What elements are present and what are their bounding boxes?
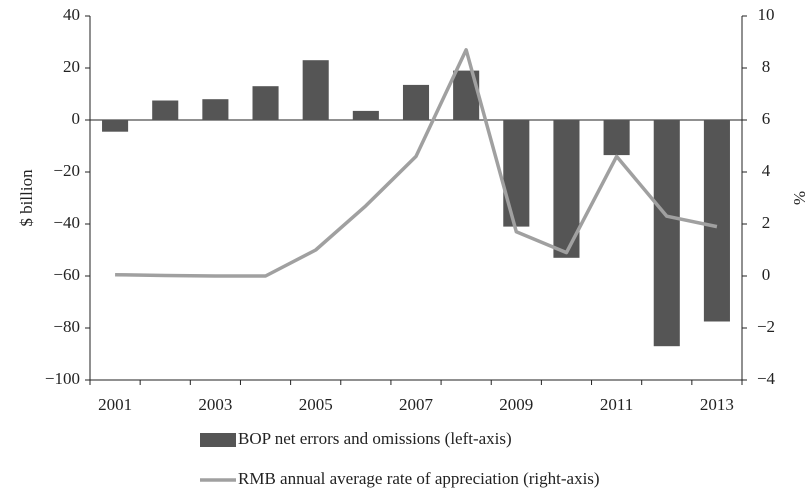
y-tick-label: 0 — [72, 109, 81, 128]
y-tick-label: 20 — [63, 57, 80, 76]
x-tick-label: 2007 — [399, 395, 434, 414]
y2-axis-label: % — [790, 191, 807, 205]
y2-tick-label: 10 — [758, 5, 775, 24]
legend-swatch — [200, 433, 236, 447]
y2-tick-label: −2 — [757, 317, 775, 336]
bar — [102, 120, 129, 132]
x-tick-label: 2003 — [198, 395, 232, 414]
y-tick-label: −60 — [53, 265, 80, 284]
bar — [603, 120, 630, 156]
legend-label: RMB annual average rate of appreciation … — [238, 469, 600, 488]
y2-tick-label: 0 — [762, 265, 771, 284]
bar — [152, 100, 179, 120]
bar — [202, 99, 229, 120]
y-tick-label: −100 — [45, 369, 80, 388]
bar — [402, 84, 430, 120]
y-axis-label: $ billion — [17, 169, 36, 227]
x-tick-label: 2005 — [299, 395, 333, 414]
x-tick-label: 2001 — [98, 395, 132, 414]
bar — [352, 110, 379, 120]
y2-tick-label: 8 — [762, 57, 771, 76]
bar — [252, 86, 279, 120]
legend-label: BOP net errors and omissions (left-axis) — [238, 429, 512, 448]
y2-tick-label: 4 — [762, 161, 771, 180]
y2-tick-label: 2 — [762, 213, 771, 232]
bar — [503, 120, 530, 227]
bar — [653, 120, 680, 347]
bar — [703, 120, 730, 322]
line — [115, 48, 718, 278]
y-tick-label: −20 — [53, 161, 80, 180]
y-tick-label: −80 — [53, 317, 80, 336]
x-tick-label: 2009 — [499, 395, 533, 414]
y2-tick-label: −4 — [757, 369, 776, 388]
y-tick-label: −40 — [53, 213, 80, 232]
x-tick-label: 2011 — [600, 395, 633, 414]
x-tick-label: 2013 — [700, 395, 734, 414]
y2-tick-label: 6 — [762, 109, 771, 128]
bar — [302, 60, 329, 120]
y-tick-label: 40 — [63, 5, 80, 24]
